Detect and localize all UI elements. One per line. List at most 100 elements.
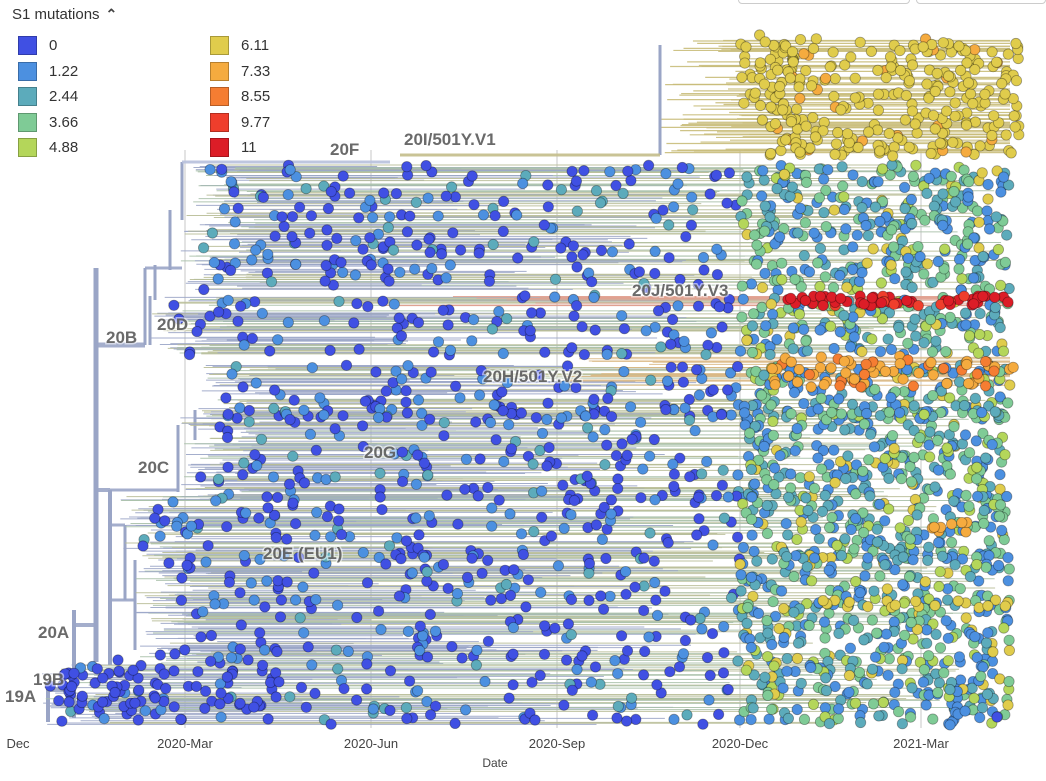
tip-marker	[651, 609, 664, 622]
tip-marker	[782, 491, 795, 503]
tip-marker	[835, 408, 847, 420]
tip-marker	[958, 399, 971, 412]
tip-marker	[668, 480, 680, 492]
tip-marker	[789, 445, 801, 457]
tip-marker	[357, 546, 369, 559]
tip-marker	[497, 405, 509, 417]
tip-marker	[994, 391, 1006, 403]
tip-marker	[937, 219, 949, 231]
tip-marker	[318, 180, 330, 192]
tip-marker	[168, 299, 180, 311]
tip-marker	[800, 65, 812, 77]
tip-marker	[638, 552, 650, 564]
tip-marker	[986, 667, 999, 680]
tip-marker	[758, 369, 770, 381]
tip-marker	[459, 704, 472, 716]
tip-marker	[566, 684, 578, 696]
tip-marker	[932, 255, 944, 268]
tip-marker	[960, 119, 973, 131]
tip-marker	[372, 605, 385, 617]
tip-marker	[998, 533, 1010, 546]
tip-marker	[775, 145, 787, 157]
tip-marker	[1002, 551, 1014, 564]
tip-marker	[173, 313, 185, 325]
tip-marker	[839, 533, 851, 545]
tip-marker	[923, 593, 935, 605]
legend-item[interactable]: 1.22	[18, 59, 210, 85]
tip-marker	[557, 479, 569, 491]
tip-marker	[963, 176, 975, 188]
tip-marker	[898, 629, 911, 641]
tip-marker	[486, 520, 498, 532]
tip-marker	[372, 411, 385, 424]
legend-item[interactable]: 2.44	[18, 84, 210, 110]
tip-marker	[893, 321, 905, 333]
tip-marker	[581, 470, 593, 482]
legend-toggle[interactable]: S1 mutations ⌃	[12, 6, 117, 23]
tip-marker	[977, 290, 989, 302]
legend-item[interactable]: 11	[210, 135, 330, 161]
tip-marker	[759, 36, 771, 48]
tip-marker	[918, 664, 931, 676]
tip-marker	[272, 575, 284, 587]
tip-marker	[837, 180, 849, 192]
tip-marker	[616, 347, 628, 360]
legend-swatch	[210, 36, 229, 56]
tip-marker	[679, 634, 692, 647]
tip-marker	[484, 416, 497, 429]
tip-marker	[805, 661, 817, 674]
tip-marker	[941, 594, 954, 606]
legend-item[interactable]: 0	[18, 33, 210, 59]
tip-marker	[931, 434, 944, 446]
tip-marker	[932, 686, 944, 699]
tip-marker	[810, 523, 822, 536]
tip-marker	[850, 459, 863, 471]
tip-marker	[66, 680, 78, 693]
tip-marker	[717, 667, 730, 679]
legend-item[interactable]: 7.33	[210, 59, 330, 85]
tip-marker	[986, 438, 998, 451]
tip-marker	[844, 341, 857, 353]
tip-marker	[918, 268, 930, 280]
tip-marker	[852, 141, 864, 153]
tip-marker	[974, 711, 986, 724]
tip-marker	[737, 293, 749, 305]
tip-marker	[205, 655, 217, 667]
tip-marker	[566, 251, 578, 263]
tip-marker	[590, 519, 603, 531]
tip-marker	[980, 637, 993, 649]
tip-marker	[640, 325, 652, 337]
tip-marker	[560, 654, 573, 666]
tip-marker	[536, 427, 549, 439]
tip-marker	[960, 489, 972, 501]
legend-item[interactable]: 8.55	[210, 84, 330, 110]
tip-marker	[168, 665, 180, 677]
tip-marker	[755, 389, 768, 401]
tip-marker	[784, 482, 797, 494]
tip-marker	[202, 539, 214, 552]
tip-marker	[549, 273, 562, 285]
tip-marker	[839, 59, 851, 71]
tip-marker	[269, 230, 281, 242]
tip-marker	[766, 703, 778, 715]
tip-marker	[322, 202, 334, 215]
legend-item[interactable]: 6.11	[210, 33, 330, 59]
tip-marker	[570, 381, 582, 394]
tip-marker	[395, 330, 408, 342]
tip-marker	[834, 269, 846, 282]
tip-marker	[938, 667, 950, 679]
legend-item[interactable]: 3.66	[18, 110, 210, 136]
tip-marker	[971, 490, 984, 502]
tip-marker	[923, 439, 935, 451]
tip-marker	[823, 521, 836, 534]
tip-marker	[635, 492, 647, 504]
legend-item[interactable]: 4.88	[18, 135, 210, 161]
tip-marker	[585, 676, 597, 688]
tip-marker	[740, 664, 752, 676]
tip-marker	[829, 477, 841, 489]
tip-marker	[482, 635, 494, 647]
tip-marker	[538, 620, 551, 632]
tip-marker	[595, 244, 608, 257]
legend-item[interactable]: 9.77	[210, 110, 330, 136]
